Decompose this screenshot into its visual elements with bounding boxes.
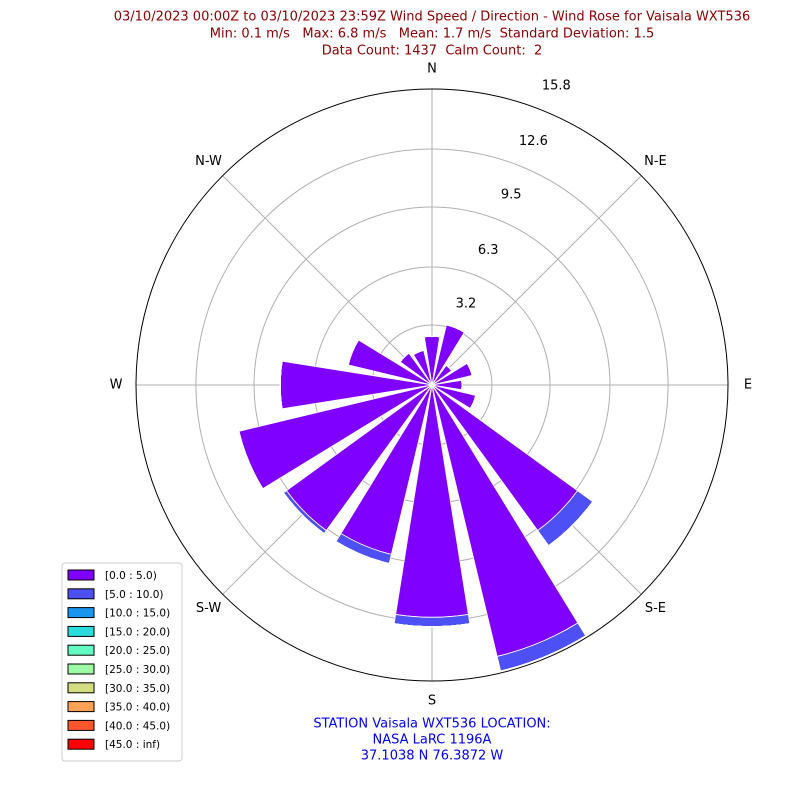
spoke — [222, 175, 433, 386]
legend-label: [15.0 : 20.0) — [105, 626, 170, 638]
legend-label: [45.0 : inf) — [105, 739, 160, 751]
r-tick-label: 12.6 — [519, 134, 548, 149]
legend-swatch — [67, 644, 95, 656]
legend-label: [0.0 : 5.0) — [105, 570, 157, 582]
bar-segment — [347, 339, 359, 365]
legend-swatch — [67, 663, 95, 675]
legend-swatch — [67, 719, 95, 731]
direction-label: S-E — [645, 601, 666, 616]
bar-segment — [446, 324, 465, 333]
legend-label: [25.0 : 30.0) — [105, 664, 170, 676]
footer: 37.1038 N 76.3872 W — [361, 749, 504, 764]
direction-label: N-E — [644, 154, 667, 169]
legend-label: [5.0 : 10.0) — [105, 589, 163, 601]
legend-swatch — [67, 701, 95, 713]
outer-ring — [135, 88, 729, 682]
bar-segment — [548, 501, 593, 546]
direction-label: N — [427, 62, 437, 77]
bar-segment — [279, 361, 283, 409]
direction-label: W — [110, 378, 123, 393]
legend-swatch — [67, 588, 95, 600]
r-tick-label: 15.8 — [542, 79, 571, 94]
r-tick-label: 6.3 — [478, 243, 499, 258]
bar-segment — [469, 395, 477, 409]
legend-label: [35.0 : 40.0) — [105, 702, 170, 714]
legend-swatch — [67, 625, 95, 637]
footer: STATION Vaisala WXT536 LOCATION: — [313, 717, 550, 732]
chart-subtitle: Min: 0.1 m/s Max: 6.8 m/s Mean: 1.7 m/s … — [210, 27, 654, 42]
direction-label: N-W — [195, 154, 222, 169]
legend-swatch — [67, 738, 95, 750]
legend-label: [10.0 : 15.0) — [105, 608, 170, 620]
spoke — [431, 175, 642, 386]
legend-swatch — [67, 607, 95, 619]
r-tick-label: 9.5 — [501, 188, 522, 203]
bar-segment — [446, 364, 453, 371]
footer: NASA LaRC 1196A — [373, 733, 492, 748]
legend-swatch — [67, 682, 95, 694]
chart-subtitle: Data Count: 1437 Calm Count: 2 — [322, 44, 543, 59]
chart-title: 03/10/2023 00:00Z to 03/10/2023 23:59Z W… — [114, 10, 751, 25]
direction-label: S — [428, 694, 436, 709]
legend-label: [40.0 : 45.0) — [105, 720, 170, 732]
legend-label: [30.0 : 35.0) — [105, 683, 170, 695]
legend-swatch — [67, 569, 95, 581]
legend-label: [20.0 : 25.0) — [105, 645, 170, 657]
r-tick-label: 3.2 — [456, 297, 477, 312]
bar-segment — [399, 352, 410, 363]
direction-label: S-W — [196, 601, 221, 616]
direction-label: E — [744, 378, 752, 393]
